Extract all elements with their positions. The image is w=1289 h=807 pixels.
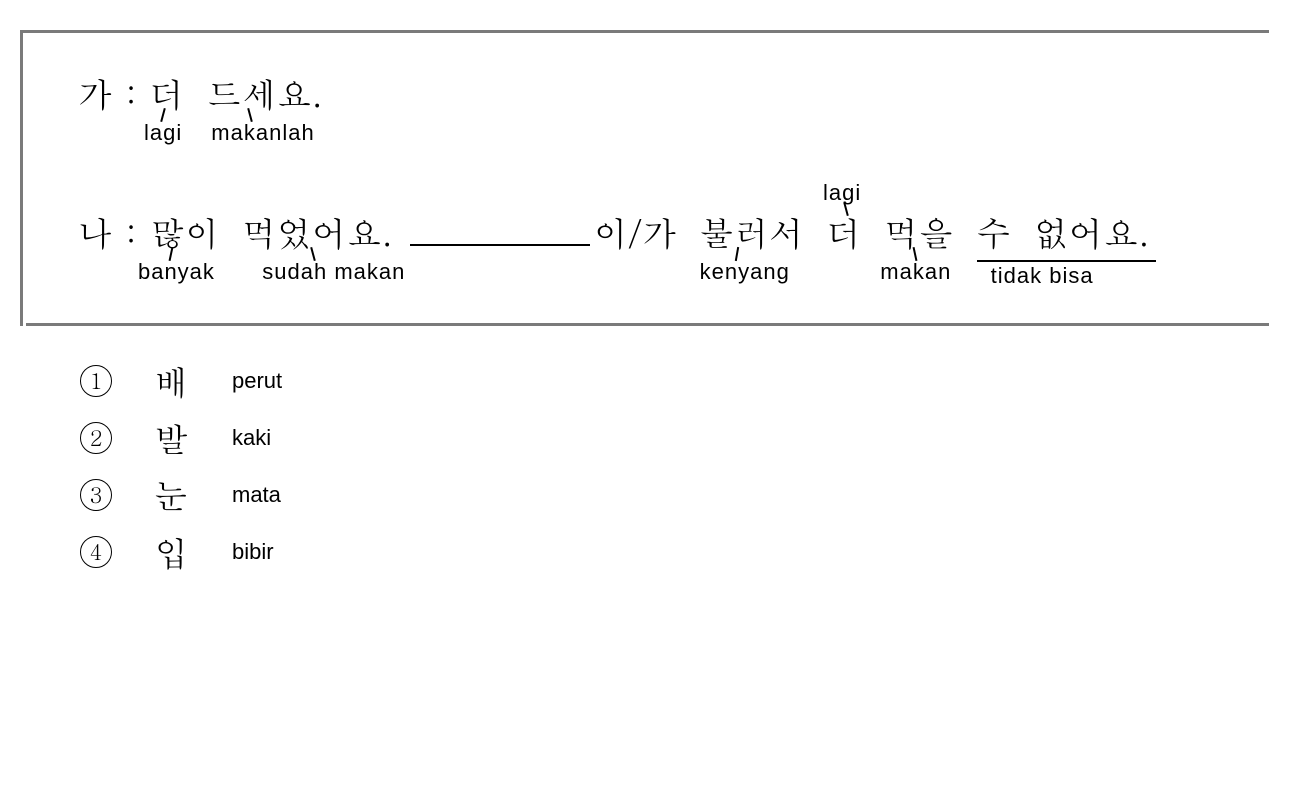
option-4-translation: bibir [232, 539, 274, 565]
text-particle: 이/가 [594, 207, 678, 256]
annot-b7: tidak bisa [991, 263, 1094, 289]
option-1-korean: 배 [154, 356, 204, 405]
dialogue-line-b: 나 : 많이 banyak 먹었어요. sudah makan 이/가 불러서 … [78, 207, 1229, 256]
option-3[interactable]: 3 눈 mata [80, 470, 1269, 519]
option-1-number: 1 [80, 365, 126, 397]
option-2-korean: 발 [154, 413, 204, 462]
text-b4: 더 [827, 207, 862, 256]
text-b5: 먹을 [884, 207, 954, 256]
annot-b3: kenyang [700, 259, 790, 285]
annot-b2: sudah makan [262, 259, 405, 285]
dialogue-box: 가 : 더 lagi 드세요. makanlah 나 : 많이 banyak 먹… [20, 30, 1269, 326]
option-2-translation: kaki [232, 425, 271, 451]
option-3-korean: 눈 [154, 470, 204, 519]
sep-b: : [113, 207, 150, 256]
underline-b67 [977, 260, 1156, 262]
circle-4: 4 [80, 536, 112, 568]
option-3-translation: mata [232, 482, 281, 508]
word-b67: 수 없어요. tidak bisa [977, 207, 1150, 256]
sep-a: : [113, 68, 150, 117]
text-a1: 더 [150, 68, 185, 117]
text-b6: 수 [977, 207, 1012, 256]
option-4-korean: 입 [154, 527, 204, 576]
option-1-translation: perut [232, 368, 282, 394]
text-a2: 드세요. [207, 68, 323, 117]
option-4-number: 4 [80, 536, 126, 568]
circle-1: 1 [80, 365, 112, 397]
option-2-number: 2 [80, 422, 126, 454]
word-b1: 많이 banyak [150, 207, 220, 256]
annot-a1: lagi [144, 120, 182, 146]
word-a1: 더 lagi [150, 68, 185, 117]
speaker-a: 가 [78, 68, 113, 117]
word-b5: 먹을 makan [884, 207, 954, 256]
answer-options: 1 배 perut 2 발 kaki 3 눈 mata 4 입 bibir [20, 356, 1269, 576]
word-b3: 불러서 kenyang [700, 207, 805, 256]
annot-b1: banyak [138, 259, 215, 285]
option-4[interactable]: 4 입 bibir [80, 527, 1269, 576]
word-particle: 이/가 [594, 207, 678, 256]
dialogue-line-a: 가 : 더 lagi 드세요. makanlah [78, 68, 1229, 117]
option-1[interactable]: 1 배 perut [80, 356, 1269, 405]
circle-2: 2 [80, 422, 112, 454]
word-a2: 드세요. makanlah [207, 68, 323, 117]
speaker-b: 나 [78, 207, 113, 256]
circle-3: 3 [80, 479, 112, 511]
text-b3: 불러서 [700, 207, 805, 256]
korean-row-b: 나 : 많이 banyak 먹었어요. sudah makan 이/가 불러서 … [78, 207, 1229, 256]
text-b7: 없어요. [1034, 207, 1150, 256]
option-2[interactable]: 2 발 kaki [80, 413, 1269, 462]
word-b4: 더 lagi [827, 207, 862, 256]
word-b2: 먹었어요. sudah makan [242, 207, 393, 256]
annot-a2: makanlah [211, 120, 314, 146]
text-b1: 많이 [150, 207, 220, 256]
text-b2: 먹었어요. [242, 207, 393, 256]
korean-row-a: 가 : 더 lagi 드세요. makanlah [78, 68, 1229, 117]
option-3-number: 3 [80, 479, 126, 511]
answer-blank[interactable] [410, 244, 590, 246]
annot-b5: makan [880, 259, 951, 285]
annot-b4: lagi [823, 180, 861, 206]
